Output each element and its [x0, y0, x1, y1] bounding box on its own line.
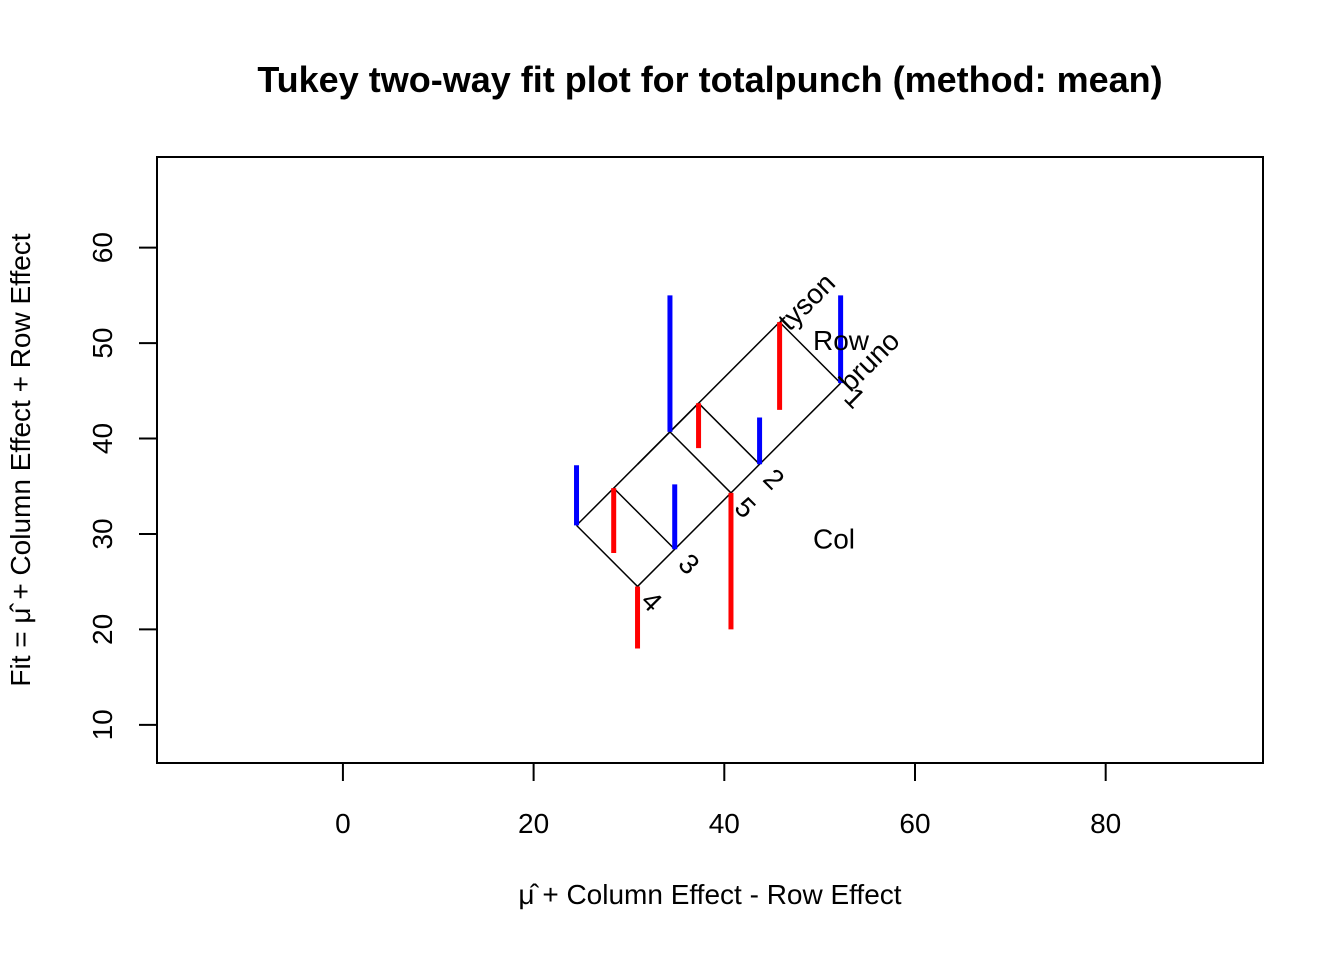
- col-effect-label: 3: [672, 548, 705, 581]
- y-axis: 10 20 30 40 50 60: [87, 232, 158, 740]
- x-axis: 0 20 40 60 80: [335, 762, 1121, 839]
- fit-grid-line: [698, 402, 761, 465]
- x-axis-label: μ̂ + Column Effect - Row Effect: [518, 879, 901, 910]
- fit-grid-line: [637, 402, 700, 465]
- x-tick-label: 60: [899, 808, 930, 839]
- y-tick-label: 40: [87, 423, 118, 454]
- fit-grid-line: [575, 463, 639, 526]
- col-effect-label: 2: [757, 463, 790, 496]
- x-tick-label: 80: [1090, 808, 1121, 839]
- y-tick-label: 30: [87, 518, 118, 549]
- col-effect-label: 4: [635, 585, 668, 618]
- effect-annotation: Col: [813, 524, 855, 555]
- y-tick-label: 20: [87, 614, 118, 645]
- chart-title: Tukey two-way fit plot for totalpunch (m…: [257, 59, 1162, 100]
- fit-grid-line: [575, 524, 639, 587]
- y-tick-label: 60: [87, 232, 118, 263]
- fit-grid-line: [637, 382, 842, 587]
- x-tick-label: 40: [709, 808, 740, 839]
- fit-grid-line: [669, 431, 732, 494]
- residual-segments: [574, 295, 844, 649]
- fit-grid: [575, 321, 842, 587]
- fit-grid-line: [779, 321, 842, 384]
- y-tick-label: 50: [87, 328, 118, 359]
- x-tick-label: 0: [335, 808, 351, 839]
- col-effect-label: 5: [729, 491, 762, 524]
- x-tick-label: 20: [518, 808, 549, 839]
- fit-grid-line: [613, 487, 676, 550]
- y-tick-label: 10: [87, 709, 118, 740]
- plot-frame: [156, 156, 1264, 764]
- y-axis-label: Fit = μ̂ + Column Effect + Row Effect: [5, 233, 36, 686]
- effect-annotation: Row: [813, 325, 870, 356]
